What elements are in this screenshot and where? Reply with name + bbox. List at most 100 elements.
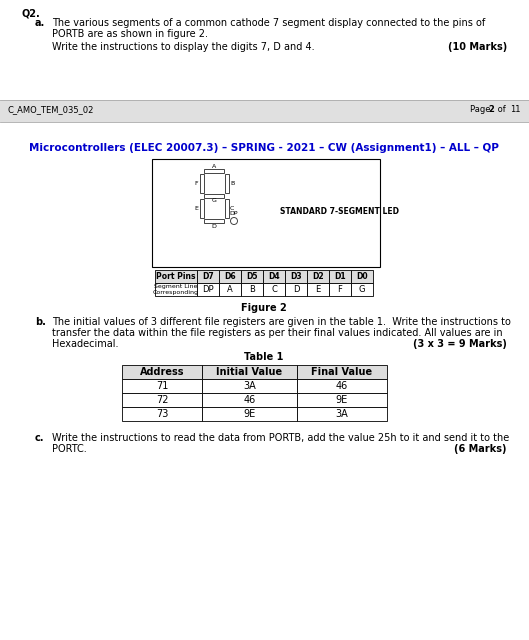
Bar bbox=[297, 407, 387, 421]
Bar bbox=[219, 283, 241, 296]
Text: Table 1: Table 1 bbox=[244, 352, 284, 362]
Text: 73: 73 bbox=[156, 409, 168, 419]
Text: B: B bbox=[249, 285, 255, 294]
Bar bbox=[0, 100, 529, 122]
Bar bbox=[122, 393, 202, 407]
Text: Figure 2: Figure 2 bbox=[241, 303, 287, 313]
Text: Microcontrollers (ELEC 20007.3) – SPRING - 2021 – CW (Assignment1) – ALL – QP: Microcontrollers (ELEC 20007.3) – SPRING… bbox=[29, 143, 499, 153]
Text: D1: D1 bbox=[334, 272, 346, 281]
Bar bbox=[204, 194, 224, 198]
Text: A: A bbox=[212, 163, 216, 168]
Text: The various segments of a common cathode 7 segment display connected to the pins: The various segments of a common cathode… bbox=[52, 18, 485, 28]
Bar bbox=[263, 283, 285, 296]
Bar bbox=[329, 283, 351, 296]
Text: C_AMO_TEM_035_02: C_AMO_TEM_035_02 bbox=[8, 105, 94, 114]
Text: DP: DP bbox=[202, 285, 214, 294]
Bar bbox=[351, 283, 373, 296]
Text: (3 x 3 = 9 Marks): (3 x 3 = 9 Marks) bbox=[413, 339, 507, 349]
Bar bbox=[199, 199, 204, 218]
Text: G: G bbox=[359, 285, 365, 294]
Text: F: F bbox=[194, 181, 198, 186]
Bar bbox=[197, 283, 219, 296]
Text: Q2.: Q2. bbox=[22, 8, 41, 18]
Text: Final Value: Final Value bbox=[312, 367, 372, 377]
Text: 72: 72 bbox=[156, 395, 168, 405]
Bar bbox=[307, 283, 329, 296]
Text: C: C bbox=[271, 285, 277, 294]
Bar bbox=[122, 365, 202, 379]
Text: D7: D7 bbox=[202, 272, 214, 281]
Bar bbox=[202, 393, 297, 407]
Text: D3: D3 bbox=[290, 272, 302, 281]
Text: D0: D0 bbox=[356, 272, 368, 281]
Bar bbox=[263, 270, 285, 283]
Text: 9E: 9E bbox=[243, 409, 256, 419]
Text: transfer the data within the file registers as per their final values indicated.: transfer the data within the file regist… bbox=[52, 328, 503, 338]
Bar bbox=[219, 270, 241, 283]
Bar bbox=[241, 270, 263, 283]
Bar bbox=[204, 219, 224, 223]
Bar bbox=[204, 169, 224, 173]
Text: D: D bbox=[293, 285, 299, 294]
Text: D5: D5 bbox=[247, 272, 258, 281]
Bar bbox=[202, 379, 297, 393]
Text: D6: D6 bbox=[224, 272, 236, 281]
Text: D: D bbox=[212, 223, 216, 228]
Bar bbox=[297, 365, 387, 379]
Text: 71: 71 bbox=[156, 381, 168, 391]
Text: STANDARD 7-SEGMENT LED: STANDARD 7-SEGMENT LED bbox=[280, 207, 399, 216]
Text: (6 Marks): (6 Marks) bbox=[454, 444, 507, 454]
Text: G: G bbox=[212, 198, 216, 204]
Bar bbox=[155, 270, 197, 283]
Bar bbox=[224, 174, 229, 193]
Text: 46: 46 bbox=[243, 395, 256, 405]
Text: 3A: 3A bbox=[335, 409, 349, 419]
Text: Initial Value: Initial Value bbox=[216, 367, 282, 377]
Bar bbox=[202, 365, 297, 379]
Bar bbox=[241, 283, 263, 296]
Bar bbox=[224, 199, 229, 218]
Bar bbox=[285, 270, 307, 283]
Text: 3A: 3A bbox=[243, 381, 256, 391]
Text: b.: b. bbox=[35, 317, 46, 327]
Text: DP: DP bbox=[230, 211, 238, 216]
Text: c.: c. bbox=[35, 433, 44, 443]
Text: Write the instructions to read the data from PORTB, add the value 25h to it and : Write the instructions to read the data … bbox=[52, 433, 509, 443]
Text: PORTB are as shown in figure 2.: PORTB are as shown in figure 2. bbox=[52, 29, 208, 39]
Text: (10 Marks): (10 Marks) bbox=[448, 42, 507, 52]
Text: of: of bbox=[495, 105, 508, 114]
Bar bbox=[285, 283, 307, 296]
Text: The initial values of 3 different file registers are given in the table 1.  Writ: The initial values of 3 different file r… bbox=[52, 317, 511, 327]
Bar bbox=[199, 174, 204, 193]
Text: B: B bbox=[230, 181, 234, 186]
Text: a.: a. bbox=[35, 18, 45, 28]
Text: PORTC.: PORTC. bbox=[52, 444, 87, 454]
Bar bbox=[202, 407, 297, 421]
Text: Write the instructions to display the digits 7, D and 4.: Write the instructions to display the di… bbox=[52, 42, 315, 52]
Text: F: F bbox=[338, 285, 342, 294]
Text: E: E bbox=[194, 206, 198, 211]
Bar bbox=[297, 393, 387, 407]
Bar bbox=[152, 159, 380, 267]
Text: A: A bbox=[227, 285, 233, 294]
Bar bbox=[122, 379, 202, 393]
Text: Corresponding: Corresponding bbox=[153, 290, 199, 295]
Text: 46: 46 bbox=[336, 381, 348, 391]
Bar bbox=[329, 270, 351, 283]
Bar bbox=[351, 270, 373, 283]
Text: D4: D4 bbox=[268, 272, 280, 281]
Bar bbox=[297, 379, 387, 393]
Text: 9E: 9E bbox=[336, 395, 348, 405]
Text: Address: Address bbox=[140, 367, 184, 377]
Text: Segment Line: Segment Line bbox=[154, 284, 198, 289]
Text: E: E bbox=[315, 285, 321, 294]
Text: Hexadecimal.: Hexadecimal. bbox=[52, 339, 118, 349]
Bar bbox=[307, 270, 329, 283]
Text: 11: 11 bbox=[510, 105, 521, 114]
Bar bbox=[197, 270, 219, 283]
Text: 2: 2 bbox=[488, 105, 494, 114]
Text: D2: D2 bbox=[312, 272, 324, 281]
Bar bbox=[122, 407, 202, 421]
Bar bbox=[155, 283, 197, 296]
Text: C: C bbox=[230, 206, 234, 211]
